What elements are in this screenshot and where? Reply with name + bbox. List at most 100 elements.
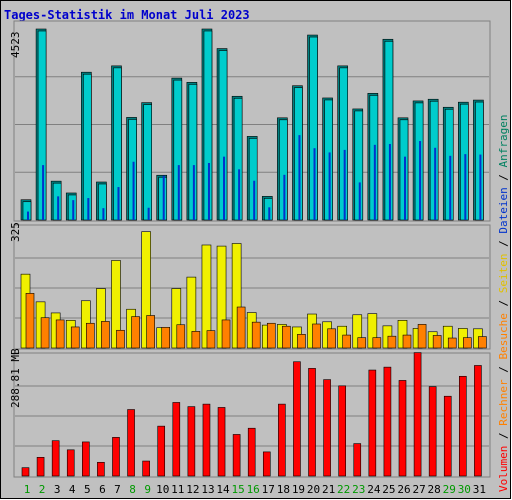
bar-besuche-day-31: [478, 336, 487, 349]
bar-volumen-day-14: [217, 407, 226, 477]
x-tick-label: 29: [443, 483, 456, 496]
bar-dateien-day-8: [132, 161, 135, 220]
bar-besuche-day-22: [342, 334, 351, 349]
bar-seiten-day-23: [352, 314, 363, 349]
bar-volumen-day-13: [202, 403, 211, 477]
bar-dateien-day-11: [177, 165, 180, 220]
x-tick-label: 23: [352, 483, 365, 496]
x-tick-label: 27: [412, 483, 425, 496]
bar-dateien-day-29: [449, 155, 452, 220]
x-tick-label: 11: [171, 483, 184, 496]
bar-besuche-day-28: [432, 335, 442, 349]
bar-volumen-day-7: [112, 437, 120, 477]
bar-dateien-day-24: [373, 144, 376, 220]
bar-dateien-day-28: [434, 147, 437, 220]
panel-requests-ymax: 4523: [9, 32, 22, 59]
legend-rechner: Rechner: [497, 379, 510, 426]
bar-dateien-day-22: [343, 149, 346, 220]
bar-dateien-day-1: [27, 211, 29, 220]
legend-seiten: Seiten: [497, 254, 510, 294]
bar-besuche-day-8: [131, 316, 140, 349]
bar-dateien-day-18: [283, 174, 286, 220]
x-tick-label: 4: [69, 483, 76, 496]
bar-volumen-day-12: [187, 406, 196, 477]
legend-volumen: Volumen: [497, 446, 510, 492]
bar-seiten-day-9: [141, 231, 151, 349]
bar-dateien-day-26: [404, 156, 406, 220]
bar-seiten-day-6: [96, 288, 106, 349]
x-tick-label: 6: [99, 483, 106, 496]
legend-sep-3: /: [497, 293, 510, 313]
bar-besuche-day-30: [463, 337, 472, 349]
bar-besuche-day-9: [146, 315, 155, 349]
bar-volumen-day-21: [323, 379, 331, 477]
bar-besuche-day-3: [55, 319, 65, 349]
bar-besuche-day-6: [101, 321, 110, 349]
bar-dateien-day-9: [147, 207, 150, 220]
bar-dateien-day-12: [192, 165, 195, 220]
x-tick-label: 18: [277, 483, 290, 496]
bar-besuche-day-17: [266, 322, 276, 349]
x-tick-label: 2: [39, 483, 46, 496]
bar-dateien-day-6: [102, 208, 105, 220]
x-tick-label: 20: [307, 483, 320, 496]
bar-volumen-day-15: [232, 434, 241, 477]
panel-volume-ymax: 288.81 MB: [9, 348, 22, 408]
bar-besuche-day-12: [191, 331, 201, 349]
bar-seiten-day-7: [111, 260, 121, 349]
bar-dateien-day-13: [207, 162, 210, 220]
panel-requests: 4523: [9, 20, 491, 222]
bar-volumen-day-26: [398, 380, 407, 477]
legend-besuche: Besuche: [497, 313, 510, 359]
bar-anfragen-day-9: [143, 104, 152, 221]
bar-dateien-day-2: [42, 165, 45, 220]
x-tick-label: 19: [292, 483, 305, 496]
panel-pages-ymax: 325: [9, 222, 22, 242]
bar-besuche-day-1: [25, 293, 35, 349]
bar-besuche-day-14: [221, 319, 231, 349]
bar-besuche-day-5: [86, 322, 95, 349]
bar-dateien-day-31: [479, 154, 482, 220]
bar-besuche-day-20: [312, 323, 321, 349]
bar-volumen-day-2: [36, 457, 45, 477]
bar-seiten-day-11: [171, 288, 182, 349]
x-tick-label: 25: [382, 483, 395, 496]
bar-volumen-day-6: [97, 461, 105, 477]
bar-volumen-day-29: [443, 395, 452, 477]
x-tick-label: 24: [367, 483, 381, 496]
x-tick-label: 13: [201, 483, 214, 496]
panel-pages: 325: [9, 222, 491, 350]
legend-sep-4: /: [497, 234, 510, 254]
bar-dateien-day-17: [268, 207, 271, 220]
bar-seiten-day-14: [216, 245, 227, 349]
bar-volumen-day-17: [262, 451, 271, 477]
bar-besuche-day-13: [206, 330, 216, 349]
bar-dateien-day-21: [328, 152, 331, 220]
bar-seiten-day-15: [231, 243, 242, 349]
bar-besuche-day-19: [297, 334, 306, 349]
bar-besuche-day-26: [402, 334, 412, 349]
bar-besuche-day-21: [327, 328, 336, 349]
bar-volumen-day-3: [51, 440, 60, 477]
bar-volumen-day-16: [247, 427, 256, 477]
x-tick-label: 15: [231, 483, 244, 496]
x-tick-label: 17: [262, 483, 275, 496]
bar-besuche-day-24: [372, 337, 382, 349]
bar-dateien-day-4: [72, 200, 75, 220]
bar-volumen-day-4: [66, 449, 75, 477]
bar-dateien-day-27: [419, 141, 422, 220]
panel-volume: 288.81 MB: [9, 348, 491, 478]
bar-dateien-day-23: [358, 182, 361, 220]
legend-dateien: Dateien: [497, 187, 510, 233]
bar-dateien-day-14: [223, 156, 226, 220]
bar-volumen-day-1: [21, 467, 30, 477]
x-tick-label: 22: [337, 483, 350, 496]
x-tick-label: 31: [473, 483, 486, 496]
bar-seiten-day-24: [367, 313, 378, 349]
chart-title: Tages-Statistik im Monat Juli 2023: [4, 8, 250, 22]
bar-volumen-day-22: [338, 385, 346, 477]
x-tick-label: 21: [322, 483, 335, 496]
bar-seiten-day-12: [186, 276, 197, 349]
legend-sep-5: /: [497, 167, 510, 187]
x-tick-label: 3: [54, 483, 61, 496]
